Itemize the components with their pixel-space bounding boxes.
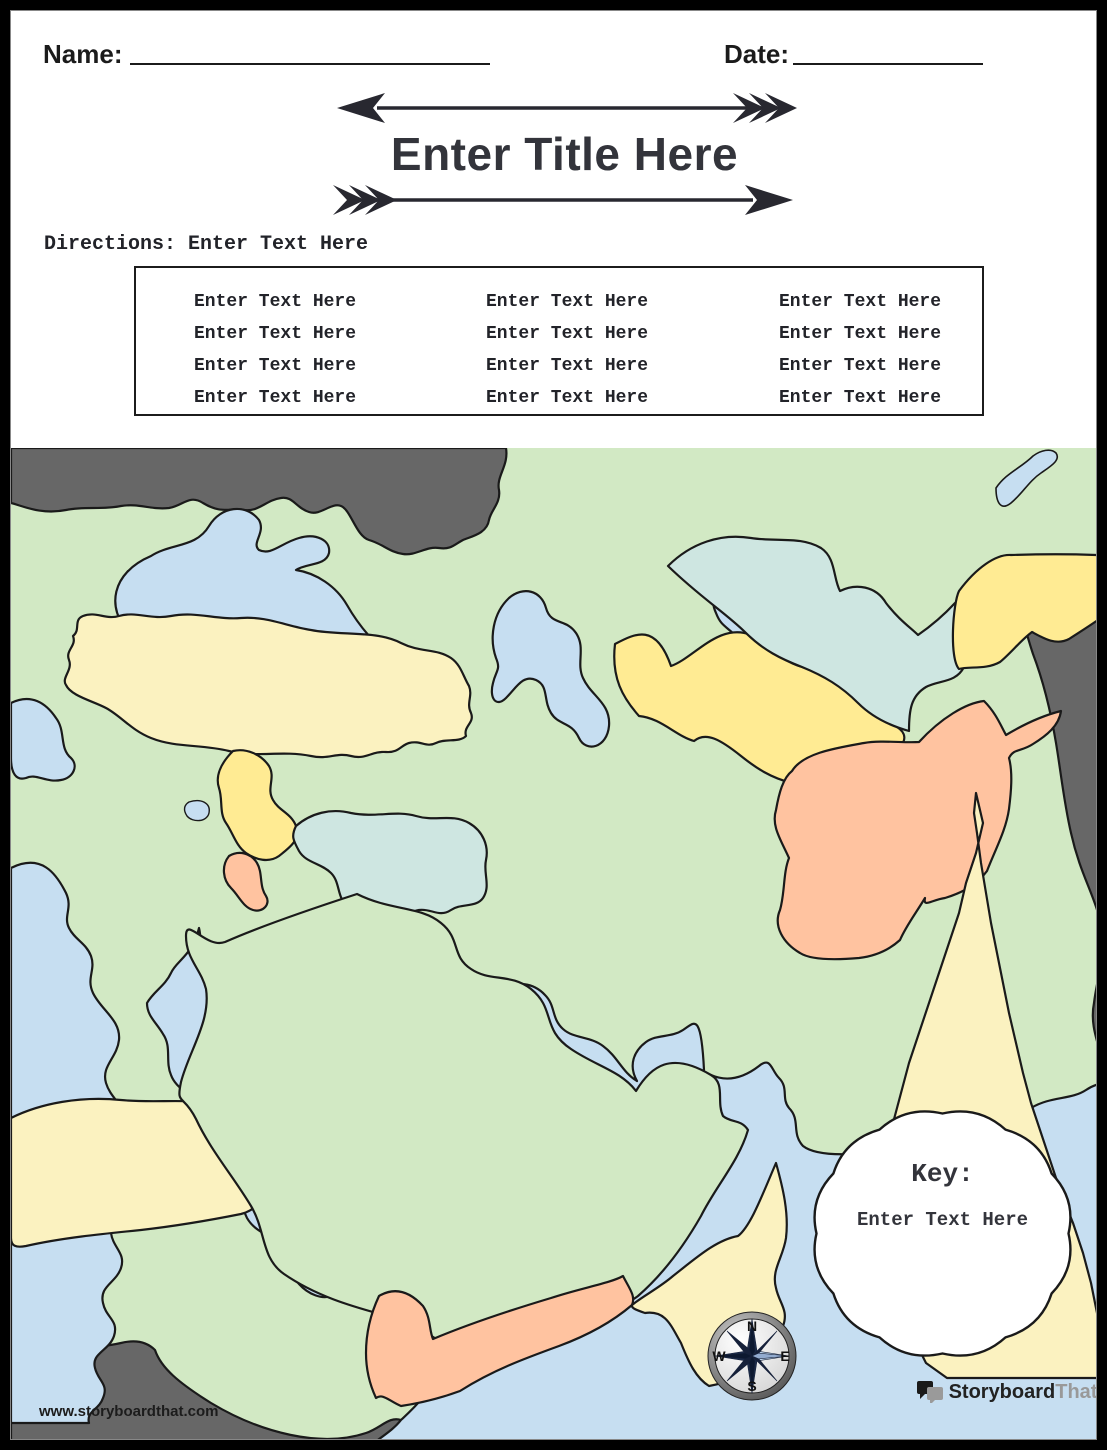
svg-text:E: E	[780, 1348, 789, 1364]
svg-text:S: S	[747, 1378, 756, 1394]
svg-text:N: N	[747, 1318, 757, 1334]
svg-text:W: W	[712, 1348, 726, 1364]
